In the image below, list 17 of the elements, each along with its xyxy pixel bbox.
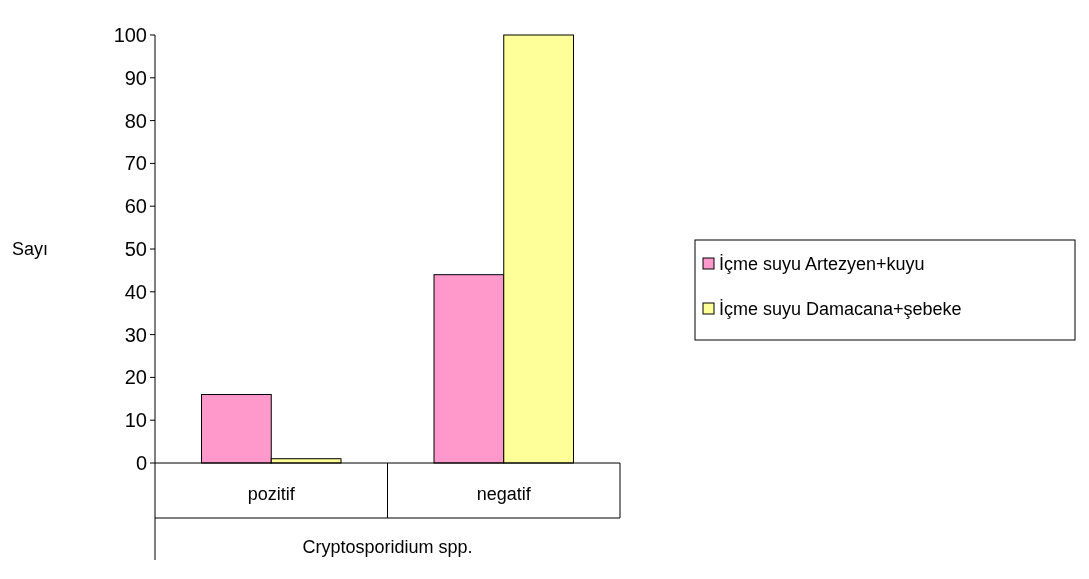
y-tick-label: 50 bbox=[124, 238, 147, 260]
y-tick-label: 10 bbox=[124, 409, 147, 432]
x-axis-title: Cryptosporidium spp. bbox=[302, 537, 473, 557]
y-tick-label: 20 bbox=[124, 366, 147, 389]
y-axis-title: Sayı bbox=[12, 239, 49, 260]
y-tick-label: 60 bbox=[124, 195, 147, 218]
y-tick-label: 0 bbox=[135, 452, 147, 474]
y-tick-label: 70 bbox=[124, 152, 147, 175]
y-tick-label: 30 bbox=[124, 323, 147, 346]
x-tick-label: negatif bbox=[476, 484, 532, 504]
y-tick-label: 90 bbox=[124, 66, 147, 89]
x-tick-label: pozitif bbox=[247, 484, 296, 504]
y-tick-label: 80 bbox=[124, 109, 147, 132]
y-tick-label: 100 bbox=[113, 24, 147, 46]
legend-label: İçme suyu Damacana+şebeke bbox=[719, 299, 962, 320]
y-tick-label: 40 bbox=[124, 280, 147, 303]
legend-label: İçme suyu Artezyen+kuyu bbox=[719, 254, 925, 275]
